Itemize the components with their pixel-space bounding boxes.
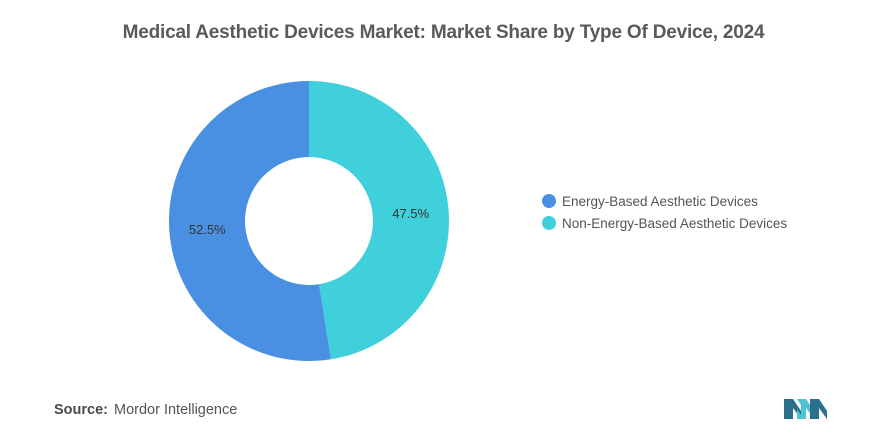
source-name: Mordor Intelligence [114,402,238,418]
source-note: Source: Mordor Intelligence [54,402,237,418]
legend-item-non-energy-based: Non-Energy-Based Aesthetic Devices [542,212,787,234]
slice-non-energy-based [309,81,450,360]
legend: Energy-Based Aesthetic Devices Non-Energ… [542,190,787,234]
source-label: Source: [54,402,108,418]
mordor-intelligence-logo-icon [784,399,827,419]
legend-swatch-non-energy-based [542,216,556,230]
legend-label-non-energy-based: Non-Energy-Based Aesthetic Devices [562,215,788,231]
chart-title: Medical Aesthetic Devices Market: Market… [122,22,765,43]
slice-energy-based [169,81,331,361]
legend-swatch-energy-based [542,194,556,208]
legend-label-energy-based: Energy-Based Aesthetic Devices [562,193,758,209]
legend-item-energy-based: Energy-Based Aesthetic Devices [542,190,787,212]
slice-label-energy-based: 52.5% [189,222,226,237]
slice-label-non-energy-based: 47.5% [392,206,429,221]
